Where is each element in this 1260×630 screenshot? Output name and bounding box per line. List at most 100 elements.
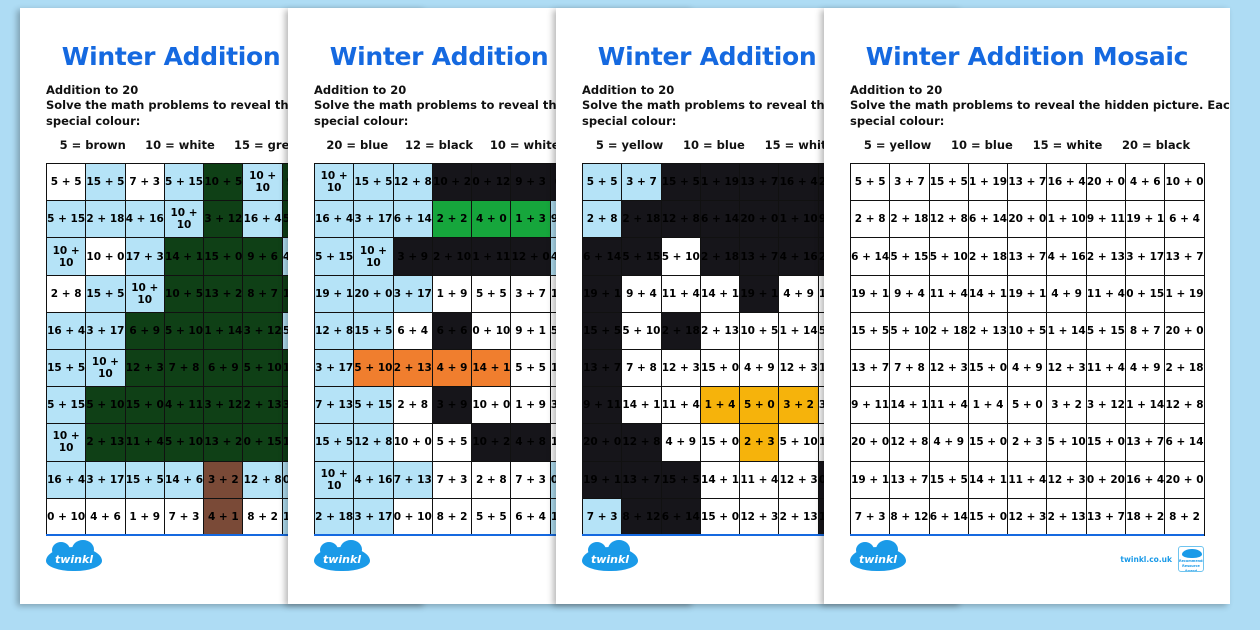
mosaic-cell[interactable]: 10 + 10 — [313, 163, 355, 202]
mosaic-cell[interactable]: 10 + 0 — [85, 237, 126, 276]
mosaic-cell[interactable]: 15 + 0 — [1085, 423, 1127, 462]
mosaic-cell[interactable]: 4 + 1 — [203, 497, 244, 536]
mosaic-cell[interactable]: 2 + 18 — [621, 200, 662, 239]
mosaic-cell[interactable]: 10 + 10 — [45, 423, 87, 462]
mosaic-cell[interactable]: 10 + 10 — [45, 237, 87, 276]
mosaic-cell[interactable]: 12 + 3 — [928, 348, 969, 388]
mosaic-cell[interactable]: 2 + 13 — [1085, 237, 1127, 276]
mosaic-cell[interactable]: 4 + 9 — [928, 423, 969, 462]
mosaic-cell[interactable]: 6 + 4 — [392, 311, 433, 350]
mosaic-cell[interactable]: 3 + 9 — [431, 386, 473, 425]
mosaic-cell[interactable]: 1 + 11 — [471, 237, 512, 276]
mosaic-cell[interactable]: 12 + 8 — [889, 423, 930, 462]
mosaic-cell[interactable]: 6 + 9 — [203, 348, 244, 388]
mosaic-cell[interactable]: 0 + 15 — [1125, 274, 1166, 313]
mosaic-cell[interactable]: 15 + 5 — [85, 274, 126, 313]
mosaic-cell[interactable]: 3 + 9 — [392, 237, 433, 276]
mosaic-cell[interactable]: 4 + 9 — [1007, 348, 1048, 388]
mosaic-cell[interactable]: 15 + 0 — [699, 423, 741, 462]
mosaic-cell[interactable]: 5 + 15 — [45, 386, 87, 425]
mosaic-cell[interactable]: 10 + 10 — [313, 460, 355, 499]
mosaic-cell[interactable]: 14 + 1 — [967, 460, 1009, 499]
mosaic-cell[interactable]: 1 + 10 — [778, 200, 819, 239]
mosaic-cell[interactable]: 12 + 3 — [660, 348, 701, 388]
mosaic-cell[interactable]: 9 + 11 — [849, 386, 891, 425]
mosaic-cell[interactable]: 1 + 19 — [1164, 274, 1205, 313]
mosaic-cell[interactable]: 2 + 18 — [1164, 348, 1205, 388]
mosaic-cell[interactable]: 14 + 1 — [471, 348, 512, 388]
mosaic-cell[interactable]: 1 + 9 — [510, 386, 551, 425]
mosaic-cell[interactable]: 7 + 3 — [124, 163, 165, 202]
mosaic-cell[interactable]: 5 + 5 — [849, 163, 891, 202]
mosaic-cell[interactable]: 4 + 8 — [510, 423, 551, 462]
mosaic-cell[interactable]: 13 + 7 — [739, 163, 780, 202]
mosaic-cell[interactable]: 12 + 8 — [621, 423, 662, 462]
mosaic-cell[interactable]: 14 + 1 — [699, 460, 741, 499]
mosaic-cell[interactable]: 5 + 15 — [1085, 311, 1127, 350]
mosaic-cell[interactable]: 15 + 0 — [699, 497, 741, 536]
mosaic-cell[interactable]: 19 + 1 — [739, 274, 780, 313]
mosaic-cell[interactable]: 12 + 8 — [928, 200, 969, 239]
mosaic-cell[interactable]: 1 + 19 — [967, 163, 1009, 202]
mosaic-cell[interactable]: 10 + 0 — [1164, 163, 1205, 202]
mosaic-cell[interactable]: 4 + 9 — [739, 348, 780, 388]
mosaic-cell[interactable]: 7 + 3 — [431, 460, 473, 499]
mosaic-cell[interactable]: 9 + 1 — [510, 311, 551, 350]
mosaic-cell[interactable]: 12 + 8 — [353, 423, 394, 462]
mosaic-cell[interactable]: 14 + 1 — [163, 237, 205, 276]
mosaic-cell[interactable]: 2 + 13 — [1046, 497, 1087, 536]
mosaic-cell[interactable]: 5 + 0 — [739, 386, 780, 425]
mosaic-cell[interactable]: 2 + 13 — [967, 311, 1009, 350]
mosaic-cell[interactable]: 12 + 8 — [242, 460, 283, 499]
mosaic-cell[interactable]: 20 + 0 — [849, 423, 891, 462]
mosaic-cell[interactable]: 12 + 8 — [1164, 386, 1205, 425]
mosaic-cell[interactable]: 2 + 13 — [242, 386, 283, 425]
mosaic-cell[interactable]: 15 + 0 — [124, 386, 165, 425]
mosaic-cell[interactable]: 11 + 4 — [928, 274, 969, 313]
mosaic-cell[interactable]: 2 + 2 — [431, 200, 473, 239]
mosaic-cell[interactable]: 20 + 0 — [1085, 163, 1127, 202]
mosaic-cell[interactable]: 10 + 2 — [471, 423, 512, 462]
mosaic-cell[interactable]: 13 + 2 — [203, 423, 244, 462]
mosaic-cell[interactable]: 20 + 0 — [739, 200, 780, 239]
mosaic-cell[interactable]: 1 + 19 — [699, 163, 741, 202]
mosaic-cell[interactable]: 15 + 5 — [928, 460, 969, 499]
mosaic-cell[interactable]: 16 + 4 — [778, 163, 819, 202]
mosaic-cell[interactable]: 19 + 1 — [581, 274, 623, 313]
mosaic-cell[interactable]: 3 + 2 — [778, 386, 819, 425]
mosaic-cell[interactable]: 16 + 4 — [242, 200, 283, 239]
twinkl-logo[interactable]: twinkl — [46, 540, 102, 571]
footer-url[interactable]: twinkl.co.uk — [1120, 554, 1172, 564]
mosaic-cell[interactable]: 13 + 7 — [1007, 163, 1048, 202]
mosaic-cell[interactable]: 16 + 4 — [45, 311, 87, 350]
mosaic-cell[interactable]: 8 + 2 — [242, 497, 283, 536]
mosaic-cell[interactable]: 15 + 5 — [581, 311, 623, 350]
mosaic-cell[interactable]: 8 + 12 — [621, 497, 662, 536]
mosaic-cell[interactable]: 19 + 1 — [849, 274, 891, 313]
mosaic-cell[interactable]: 8 + 2 — [431, 497, 473, 536]
mosaic-cell[interactable]: 5 + 15 — [621, 237, 662, 276]
mosaic-cell[interactable]: 12 + 8 — [660, 200, 701, 239]
mosaic-cell[interactable]: 17 + 3 — [124, 237, 165, 276]
mosaic-cell[interactable]: 1 + 9 — [124, 497, 165, 536]
mosaic-cell[interactable]: 0 + 12 — [471, 163, 512, 202]
mosaic-cell[interactable]: 13 + 2 — [203, 274, 244, 313]
mosaic-cell[interactable]: 8 + 7 — [242, 274, 283, 313]
mosaic-cell[interactable]: 5 + 15 — [45, 200, 87, 239]
mosaic-cell[interactable]: 19 + 1 — [1125, 200, 1166, 239]
mosaic-cell[interactable]: 6 + 14 — [928, 497, 969, 536]
mosaic-cell[interactable]: 13 + 7 — [889, 460, 930, 499]
mosaic-cell[interactable]: 3 + 17 — [353, 200, 394, 239]
mosaic-cell[interactable]: 6 + 14 — [581, 237, 623, 276]
mosaic-cell[interactable]: 5 + 5 — [431, 423, 473, 462]
mosaic-cell[interactable]: 12 + 3 — [778, 460, 819, 499]
mosaic-cell[interactable]: 3 + 12 — [1085, 386, 1127, 425]
mosaic-cell[interactable]: 4 + 0 — [471, 200, 512, 239]
mosaic-cell[interactable]: 7 + 13 — [392, 460, 433, 499]
mosaic-cell[interactable]: 16 + 4 — [313, 200, 355, 239]
mosaic-cell[interactable]: 12 + 3 — [1007, 497, 1048, 536]
mosaic-cell[interactable]: 12 + 8 — [313, 311, 355, 350]
mosaic-cell[interactable]: 2 + 13 — [778, 497, 819, 536]
mosaic-cell[interactable]: 15 + 5 — [85, 163, 126, 202]
mosaic-cell[interactable]: 3 + 17 — [353, 497, 394, 536]
